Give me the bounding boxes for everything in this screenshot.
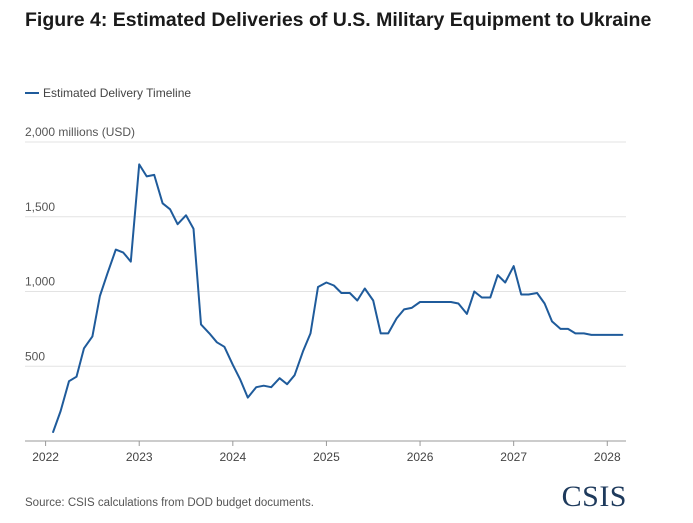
source-note: Source: CSIS calculations from DOD budge… [25, 497, 314, 509]
x-tick-label: 2026 [407, 450, 434, 464]
x-tick-label: 2027 [500, 450, 527, 464]
chart-title: Figure 4: Estimated Deliveries of U.S. M… [25, 9, 652, 31]
x-tick-label: 2025 [313, 450, 340, 464]
y-tick-label: 1,000 [25, 275, 55, 289]
x-tick-label: 2028 [594, 450, 621, 464]
x-tick-label: 2023 [126, 450, 153, 464]
legend-label: Estimated Delivery Timeline [43, 86, 192, 100]
y-tick-label: 500 [25, 349, 45, 363]
legend: Estimated Delivery Timeline [25, 86, 191, 100]
x-tick-label: 2022 [32, 450, 59, 464]
series-line [52, 163, 624, 433]
y-tick-label: 1,500 [25, 200, 55, 214]
legend-swatch [25, 92, 39, 94]
csis-logo: CSIS [561, 480, 627, 513]
x-tick-label: 2024 [219, 450, 246, 464]
y-tick-label: 2,000 millions (USD) [25, 125, 135, 139]
